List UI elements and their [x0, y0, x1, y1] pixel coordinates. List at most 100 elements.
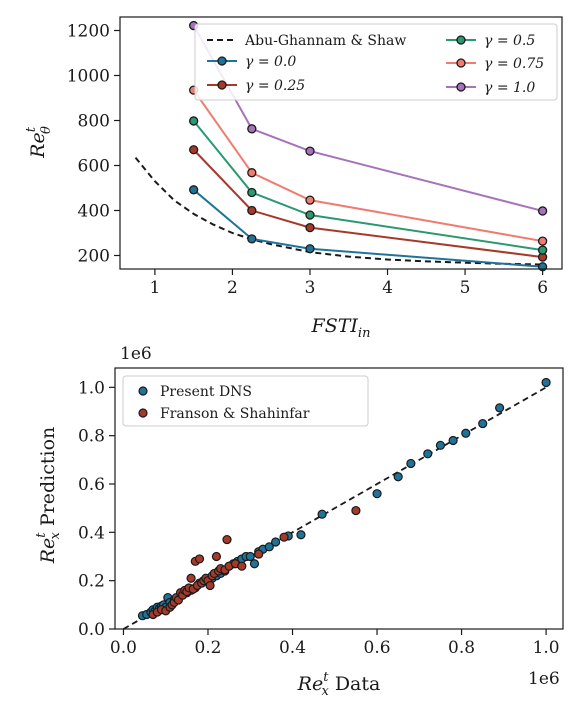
bottom-legend: Present DNS Franson & Shahinfar: [122, 375, 369, 427]
x-tick-label: 4: [382, 278, 393, 298]
data-point: [305, 195, 315, 205]
scatter-point: [245, 551, 255, 562]
y-tick-label: 0.6: [78, 475, 105, 495]
legend-label: γ = 0.25: [245, 78, 305, 94]
scatter-point: [406, 458, 416, 469]
x-tick-label: 0.4: [279, 638, 306, 658]
x-tick-label: 2: [227, 278, 238, 298]
series-line-1: [192, 149, 543, 259]
scatter-point: [435, 440, 446, 450]
top-plot-frame: [119, 16, 563, 270]
bottom-chart: 0.0 0.2 0.4 0.6 0.8 1.0 0.0 0.2 0.4 0.6 0.8 1.0 Pre…: [34, 344, 564, 699]
scatter-point: [393, 472, 403, 482]
scatter-point: [423, 449, 433, 459]
y-tick-label: 800: [78, 112, 110, 132]
scatter-point: [254, 549, 264, 559]
bottom-x-axis-label: Ret x Data: [297, 670, 381, 699]
x-tick-label: 1: [149, 278, 160, 298]
series-line-3: [192, 89, 543, 243]
data-point: [305, 222, 315, 233]
bottom-y-axis-label: Retx Prediction: [34, 427, 63, 565]
legend-label: γ = 0.0: [245, 54, 296, 70]
legend-label: γ = 0.75: [484, 56, 544, 72]
legend-swatch-marker: [138, 408, 148, 418]
x-tick-label: 1.0: [533, 638, 560, 658]
x-tick-label: 0.0: [110, 638, 137, 658]
data-point: [305, 146, 315, 156]
x-tick-label: 3: [305, 278, 316, 298]
legend-swatch-marker: [217, 56, 227, 66]
legend-box: [194, 23, 558, 101]
data-point: [247, 205, 257, 216]
top-legend: Abu-Ghannam & Shaw γ = 0.0 γ = 0.25 γ = 0.5…: [194, 23, 558, 101]
y-tick-label: 1000: [67, 67, 110, 87]
scatter-point: [271, 537, 281, 547]
legend-label: γ = 0.5: [484, 33, 535, 49]
x-tick-label: 0.2: [194, 638, 221, 658]
y-tick-label: 0.4: [78, 523, 105, 543]
data-point: [537, 245, 548, 255]
x-tick-label: 6: [537, 278, 548, 298]
legend-swatch-marker: [456, 82, 466, 92]
scatter-point: [194, 554, 205, 564]
scatter-point: [351, 505, 361, 516]
legend-label: Abu-Ghannam & Shaw: [244, 33, 406, 49]
data-point: [247, 187, 257, 198]
series-line-2: [192, 120, 543, 252]
data-point: [537, 236, 548, 246]
y-offset-label: 1e6: [120, 344, 152, 364]
data-point: [247, 234, 257, 244]
data-point: [189, 116, 199, 126]
scatter-point: [478, 418, 488, 429]
scatter-point: [222, 534, 232, 545]
legend-label: Present DNS: [160, 384, 252, 400]
y-tick-label: 1200: [67, 22, 110, 42]
data-point: [305, 210, 315, 220]
series-line-0: [193, 189, 543, 268]
legend-box: [122, 375, 369, 427]
data-point: [247, 124, 257, 134]
x-tick-label: 0.8: [448, 638, 475, 658]
scatter-point: [211, 551, 222, 562]
scatter-point: [205, 580, 215, 591]
reference-curve-line: [134, 156, 543, 266]
scatter-point: [279, 532, 289, 542]
scatter-point: [296, 530, 306, 540]
data-point: [537, 206, 548, 216]
legend-label: γ = 1.0: [484, 80, 535, 96]
x-tick-label: 5: [460, 278, 471, 298]
scatter-point: [317, 509, 327, 519]
top-x-axis-label: FSTIin: [311, 315, 371, 341]
legend-swatch-marker: [138, 386, 148, 396]
scatter-point: [372, 489, 382, 499]
data-point: [189, 185, 199, 195]
data-point: [305, 244, 315, 254]
scatter-point: [249, 559, 260, 569]
y-tick-label: 400: [78, 202, 110, 222]
y-tick-label: 0.2: [78, 572, 105, 592]
scatter-point: [541, 377, 551, 388]
data-point: [247, 168, 257, 178]
scatter-point: [495, 403, 505, 413]
y-tick-label: 0.0: [78, 620, 105, 640]
top-chart: 1 2 3 4 5 6 200 400 600 800 1000 1200 Abu-Ghannam &…: [24, 16, 563, 341]
y-tick-label: 0.8: [78, 427, 105, 447]
scatter-point: [237, 561, 247, 571]
legend-swatch-marker: [217, 80, 227, 90]
top-y-axis-label: Retθ: [24, 126, 54, 159]
legend-swatch-marker: [456, 35, 466, 45]
x-tick-label: 0.6: [364, 638, 391, 658]
data-point: [189, 145, 199, 155]
y-tick-label: 200: [78, 247, 110, 267]
scatter-point: [264, 542, 274, 552]
legend-label: Franson & Shahinfar: [160, 406, 310, 422]
scatter-point: [461, 428, 471, 438]
scatter-point: [448, 435, 458, 446]
x-offset-label: 1e6: [528, 669, 560, 689]
bottom-plot-frame: [114, 367, 564, 630]
scatter-point: [186, 573, 196, 583]
y-tick-label: 600: [78, 157, 110, 177]
y-tick-label: 1.0: [78, 378, 105, 398]
legend-swatch-marker: [456, 58, 466, 68]
